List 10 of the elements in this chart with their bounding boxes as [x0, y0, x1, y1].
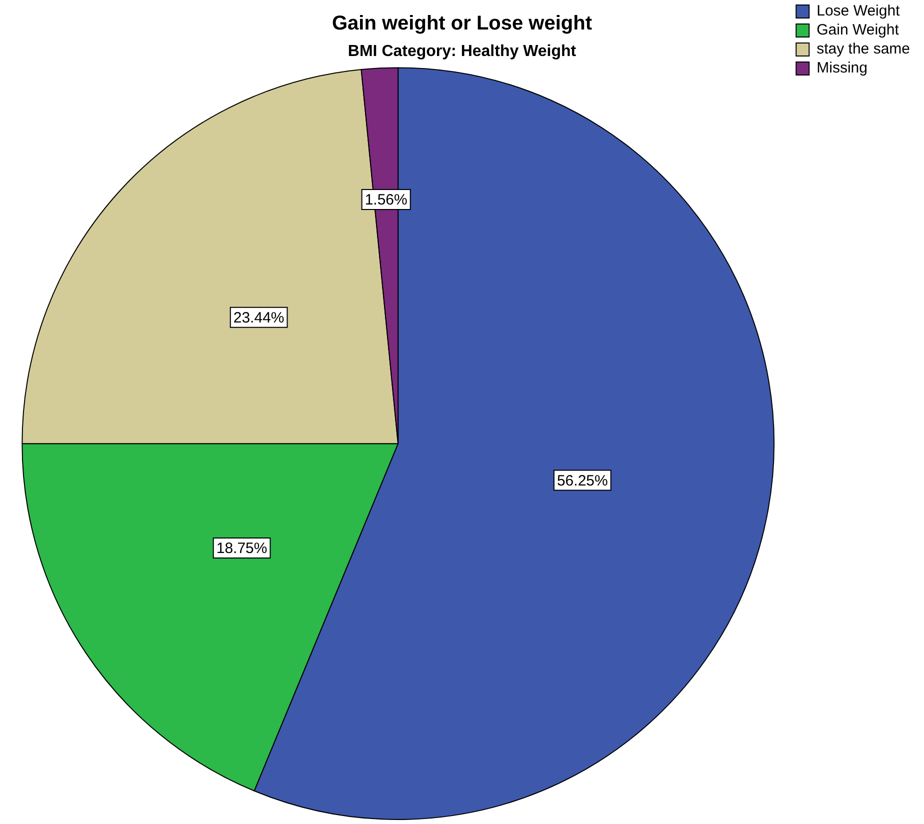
legend-label: Gain Weight: [816, 22, 900, 39]
data-label: 23.44%: [233, 310, 284, 327]
legend-label: Missing: [816, 60, 868, 77]
data-label: 56.25%: [556, 472, 608, 490]
data-label: 18.75%: [216, 540, 268, 558]
legend-label: stay the same: [816, 40, 910, 58]
legend-label: Lose Weight: [816, 2, 901, 20]
data-label: 1.56%: [364, 192, 408, 209]
chart-title: Gain weight or Lose weight: [332, 12, 592, 35]
text: BMI Category: Healthy Weight: [348, 43, 577, 60]
